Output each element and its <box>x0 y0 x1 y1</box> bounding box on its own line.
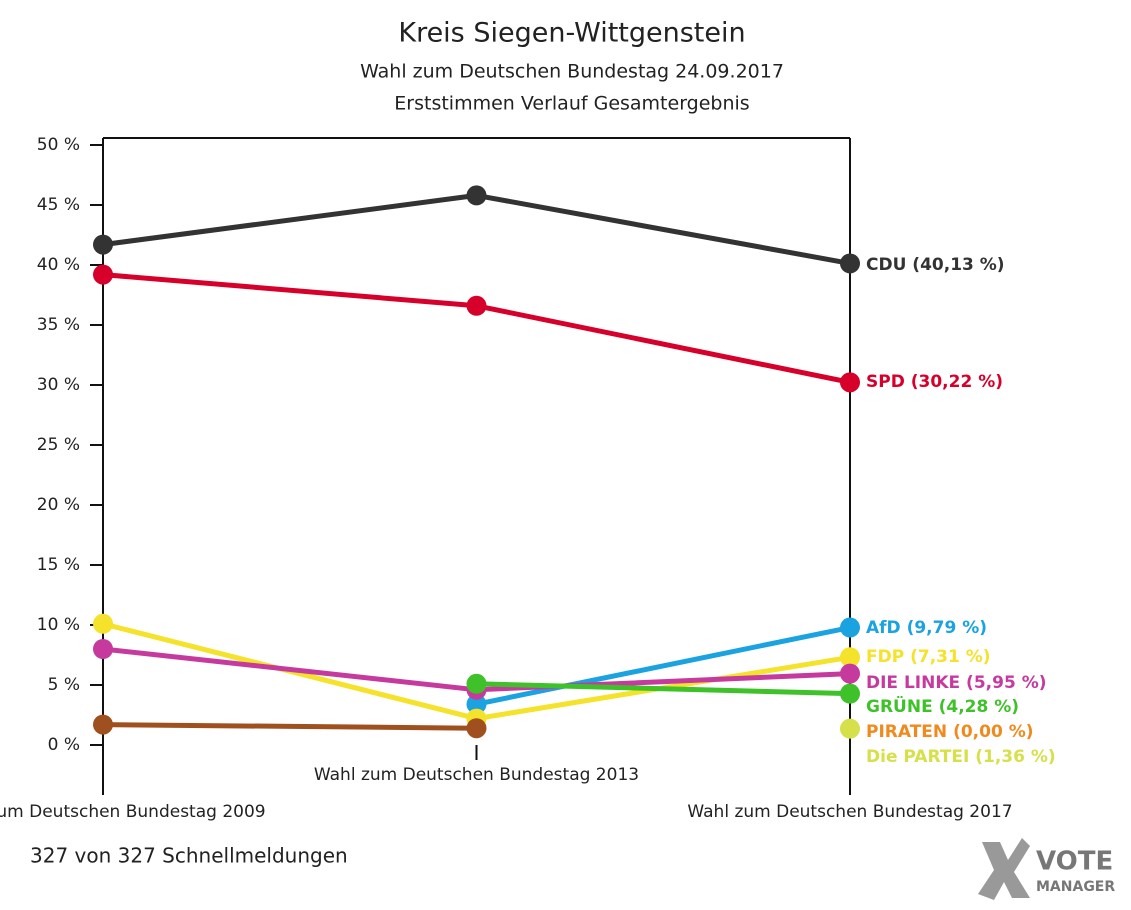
y-tick-label: 25 % <box>37 435 80 455</box>
logo: VOTE MANAGER <box>978 838 1115 900</box>
series-label: CDU (40,13 %) <box>866 255 1005 275</box>
data-point <box>466 295 487 316</box>
series-label: FDP (7,31 %) <box>866 647 991 667</box>
series-line <box>475 625 851 707</box>
logo-text: VOTE <box>1036 847 1113 877</box>
data-point <box>840 617 860 638</box>
series-label: SPD (30,22 %) <box>866 372 1003 392</box>
data-point <box>93 714 113 735</box>
x-tick-label: Wahl zum Deutschen Bundestag 2017 <box>687 802 1012 822</box>
data-point <box>466 185 487 206</box>
data-point <box>840 253 860 274</box>
series-label: PIRATEN (0,00 %) <box>866 722 1034 742</box>
data-point <box>840 647 860 668</box>
series-line <box>102 272 851 385</box>
series-label: GRÜNE (4,28 %) <box>866 695 1019 717</box>
y-tick-label: 5 % <box>48 675 80 695</box>
y-tick-label: 30 % <box>37 375 80 395</box>
series-label: Die PARTEI (1,36 %) <box>866 747 1056 767</box>
chart-subtitle: Wahl zum Deutschen Bundestag 24.09.2017 <box>360 61 784 83</box>
series-line <box>476 681 851 697</box>
x-tick-label: Wahl zum Deutschen Bundestag 2009 <box>0 802 266 822</box>
series-line <box>102 722 477 731</box>
data-point <box>466 694 487 715</box>
data-point <box>93 639 113 659</box>
y-tick-label: 50 % <box>37 135 80 155</box>
logo-mark <box>978 838 1030 900</box>
chart-title: Kreis Siegen-Wittgenstein <box>398 18 745 49</box>
data-point <box>466 673 487 694</box>
y-tick-label: 40 % <box>37 255 80 275</box>
footer: 327 von 327 Schnellmeldungen <box>30 844 348 868</box>
data-point <box>93 264 113 285</box>
data-point <box>840 718 860 739</box>
series-line <box>102 192 851 266</box>
y-tick-label: 20 % <box>37 495 80 515</box>
x-tick-label: Wahl zum Deutschen Bundestag 2013 <box>314 765 639 785</box>
data-point <box>466 718 487 739</box>
data-point <box>840 663 860 684</box>
data-point <box>840 372 860 393</box>
chart-subtitle: Erststimmen Verlauf Gesamtergebnis <box>394 93 749 115</box>
series-label: DIE LINKE (5,95 %) <box>866 673 1047 693</box>
data-point <box>93 613 113 634</box>
y-tick-label: 45 % <box>37 195 80 215</box>
logo-text: MANAGER <box>1036 879 1115 895</box>
series-label: AfD (9,79 %) <box>866 618 987 638</box>
data-point <box>840 683 860 704</box>
y-tick-label: 0 % <box>48 735 80 755</box>
y-tick-label: 35 % <box>37 315 80 335</box>
y-tick-label: 15 % <box>37 555 80 575</box>
y-tick-label: 10 % <box>37 615 80 635</box>
data-point <box>93 234 113 255</box>
